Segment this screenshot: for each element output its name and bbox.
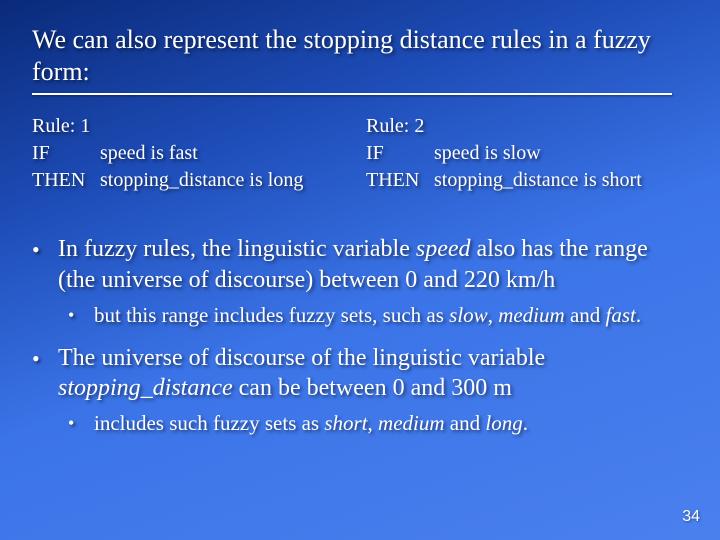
rule-if-line: IFspeed is fast bbox=[32, 140, 338, 167]
rule-then-kw: THEN bbox=[32, 167, 100, 194]
title-underline bbox=[32, 93, 672, 95]
bullet-level2: • includes such fuzzy sets as short, med… bbox=[68, 410, 688, 437]
rule-then-txt: stopping_distance is long bbox=[100, 169, 303, 191]
rule-if-line: IFspeed is slow bbox=[366, 140, 642, 167]
rule-if-kw: IF bbox=[366, 140, 434, 167]
rule-then-txt: stopping_distance is short bbox=[434, 169, 642, 191]
bullet-dot-icon: • bbox=[68, 302, 94, 329]
rule-then-line: THENstopping_distance is long bbox=[32, 167, 338, 194]
slide: We can also represent the stopping dista… bbox=[0, 0, 720, 540]
bullet-text: The universe of discourse of the linguis… bbox=[58, 343, 688, 404]
rule-block-1: Rule: 1 IFspeed is fast THENstopping_dis… bbox=[32, 113, 338, 194]
txt-seg: but this range includes fuzzy sets, such… bbox=[94, 303, 449, 327]
rules-row: Rule: 1 IFspeed is fast THENstopping_dis… bbox=[32, 113, 688, 194]
txt-seg: and bbox=[445, 411, 486, 435]
page-number: 34 bbox=[682, 508, 700, 526]
txt-seg: The universe of discourse of the linguis… bbox=[58, 345, 545, 371]
bullet-level1: • In fuzzy rules, the linguistic variabl… bbox=[32, 234, 688, 295]
rule-if-txt: speed is fast bbox=[100, 142, 198, 164]
rule-then-line: THENstopping_distance is short bbox=[366, 167, 642, 194]
rule-if-kw: IF bbox=[32, 140, 100, 167]
rule-if-txt: speed is slow bbox=[434, 142, 541, 164]
txt-seg: . bbox=[523, 411, 528, 435]
bullet-list: • In fuzzy rules, the linguistic variabl… bbox=[32, 234, 688, 437]
txt-seg: , bbox=[368, 411, 379, 435]
bullet-level2: • but this range includes fuzzy sets, su… bbox=[68, 302, 688, 329]
rule-block-2: Rule: 2 IFspeed is slow THENstopping_dis… bbox=[366, 113, 642, 194]
txt-em: long bbox=[485, 411, 522, 435]
bullet-dot-icon: • bbox=[32, 234, 58, 295]
txt-em: medium bbox=[498, 303, 565, 327]
txt-seg: and bbox=[565, 303, 606, 327]
bullet-dot-icon: • bbox=[32, 343, 58, 404]
rule-then-kw: THEN bbox=[366, 167, 434, 194]
bullet-level1: • The universe of discourse of the lingu… bbox=[32, 343, 688, 404]
txt-em: stopping_distance bbox=[58, 375, 233, 401]
bullet-text: In fuzzy rules, the linguistic variable … bbox=[58, 234, 688, 295]
txt-em: slow bbox=[449, 303, 488, 327]
txt-seg: . bbox=[636, 303, 641, 327]
bullet-dot-icon: • bbox=[68, 410, 94, 437]
txt-seg: In fuzzy rules, the linguistic variable bbox=[58, 236, 416, 262]
slide-title: We can also represent the stopping dista… bbox=[32, 24, 688, 87]
txt-seg: includes such fuzzy sets as bbox=[94, 411, 324, 435]
bullet-text: but this range includes fuzzy sets, such… bbox=[94, 302, 688, 329]
txt-seg: , bbox=[488, 303, 499, 327]
rule-header: Rule: 1 bbox=[32, 113, 338, 140]
rule-header: Rule: 2 bbox=[366, 113, 642, 140]
txt-em: medium bbox=[378, 411, 445, 435]
txt-em: fast bbox=[606, 303, 636, 327]
txt-seg: can be between 0 and 300 m bbox=[233, 375, 512, 401]
bullet-text: includes such fuzzy sets as short, mediu… bbox=[94, 410, 688, 437]
txt-em: short bbox=[324, 411, 367, 435]
txt-em: speed bbox=[416, 236, 471, 262]
